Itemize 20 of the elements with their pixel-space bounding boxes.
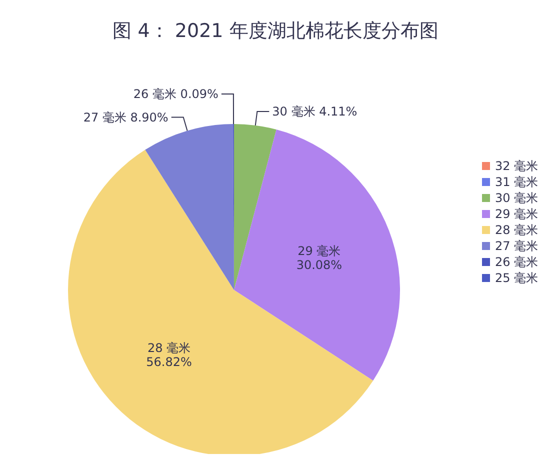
data-label: 30.08% [296,258,342,272]
legend-label: 29 毫米 [495,207,538,221]
legend-label: 27 毫米 [495,239,538,253]
legend-label: 26 毫米 [495,255,538,269]
category-label: 30 毫米 4.11% [272,104,358,118]
category-label: 27 毫米 8.90% [83,110,168,124]
pie-slice [68,150,374,454]
chart-title: 图 4： 2021 年度湖北棉花长度分布图 [112,19,440,44]
data-label: 56.82% [146,355,192,370]
pie-slice [234,130,400,381]
pie-slice [234,124,276,290]
legend-label: 32 毫米 [495,159,538,173]
legend-label: 28 毫米 [495,223,538,237]
pie-slice [145,124,234,290]
category-label: 26 毫米 0.09% [133,87,218,101]
legend-label: 31 毫米 [495,175,538,189]
legend-label: 30 毫米 [495,191,538,205]
slice-label: 28 毫米 [147,340,191,355]
slice-label: 29 毫米 [298,244,341,258]
legend-label: 25 毫米 [495,271,538,285]
